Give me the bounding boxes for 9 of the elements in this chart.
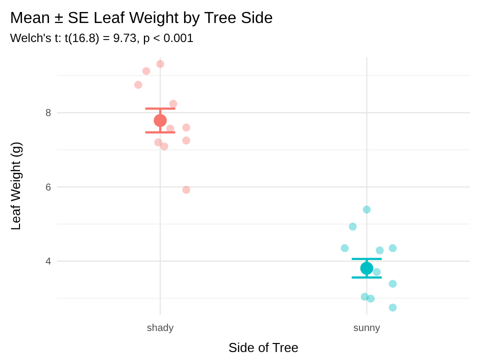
x-axis-title: Side of Tree <box>228 340 299 355</box>
chart-subtitle: Welch's t: t(16.8) = 9.73, p < 0.001 <box>10 31 194 45</box>
x-tick-label: shady <box>146 323 174 334</box>
x-tick-label: sunny <box>353 323 380 334</box>
y-tick-label: 4 <box>45 256 52 268</box>
y-tick-label: 8 <box>45 108 52 120</box>
y-axis-title: Leaf Weight (g) <box>8 142 23 230</box>
y-tick-label: 6 <box>45 182 52 194</box>
chart-title: Mean ± SE Leaf Weight by Tree Side <box>10 10 273 27</box>
